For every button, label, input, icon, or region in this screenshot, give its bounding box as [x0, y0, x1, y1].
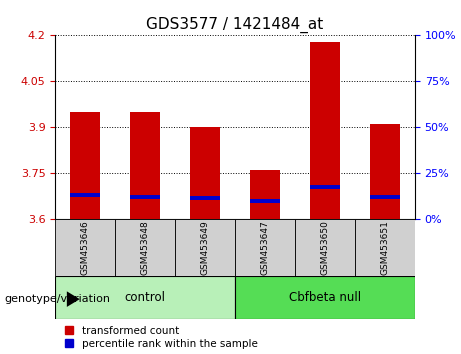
- Text: GSM453647: GSM453647: [260, 221, 270, 275]
- Bar: [310, 185, 340, 189]
- Bar: [55, 276, 235, 319]
- Polygon shape: [67, 291, 80, 307]
- Bar: [370, 124, 400, 219]
- Bar: [190, 127, 220, 219]
- Bar: [250, 170, 280, 219]
- Text: control: control: [125, 291, 165, 304]
- Bar: [70, 112, 100, 219]
- Bar: [310, 41, 340, 219]
- Text: Cbfbeta null: Cbfbeta null: [289, 291, 361, 304]
- Legend: transformed count, percentile rank within the sample: transformed count, percentile rank withi…: [65, 326, 258, 349]
- Bar: [370, 195, 400, 199]
- Bar: [175, 219, 235, 276]
- Text: GSM453650: GSM453650: [320, 220, 330, 275]
- Bar: [235, 219, 295, 276]
- Bar: [130, 195, 160, 199]
- Bar: [250, 199, 280, 202]
- Bar: [130, 112, 160, 219]
- Text: genotype/variation: genotype/variation: [5, 294, 111, 304]
- Bar: [70, 193, 100, 198]
- Bar: [115, 219, 175, 276]
- Bar: [190, 195, 220, 200]
- Text: GSM453649: GSM453649: [201, 221, 210, 275]
- Text: GSM453648: GSM453648: [141, 221, 150, 275]
- Title: GDS3577 / 1421484_at: GDS3577 / 1421484_at: [147, 16, 324, 33]
- Bar: [235, 276, 415, 319]
- Bar: [55, 219, 115, 276]
- Text: GSM453646: GSM453646: [81, 221, 90, 275]
- Bar: [355, 219, 415, 276]
- Bar: [295, 219, 355, 276]
- Text: GSM453651: GSM453651: [380, 220, 390, 275]
